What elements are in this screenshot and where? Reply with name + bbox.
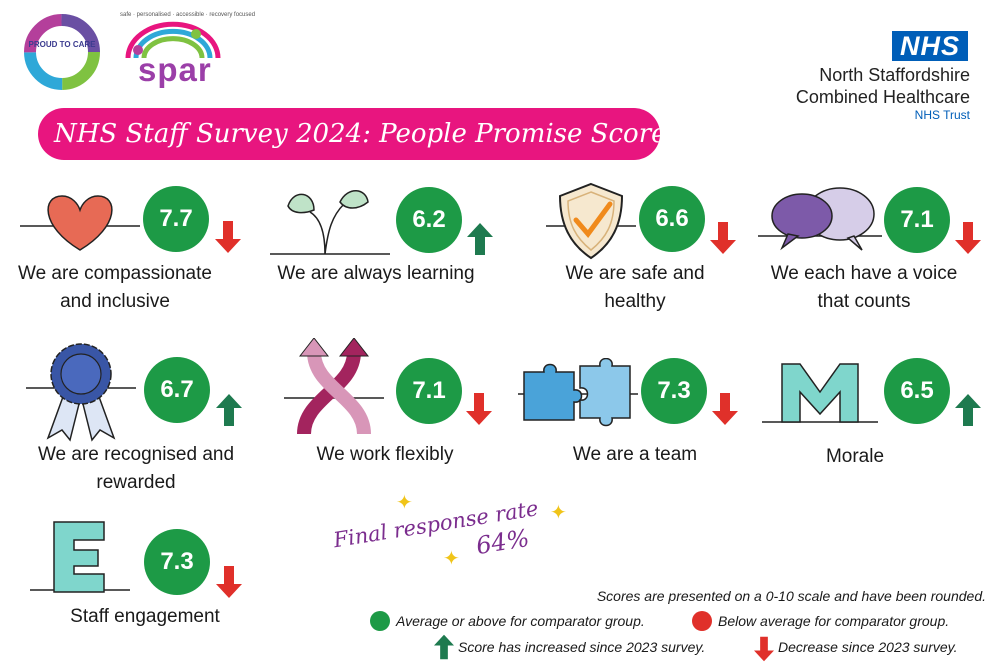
score-label: We are compassionate and inclusive [18, 263, 212, 312]
response-rate: Final response rate 64% [331, 488, 559, 592]
sparkle-icon: ✦ [550, 502, 567, 524]
score-badge: 6.6 [639, 186, 705, 252]
shield-check-icon [546, 182, 636, 260]
trust-name-line1: North Staffordshire [819, 65, 970, 85]
legend-up: Score has increased since 2023 survey. [458, 639, 706, 655]
down-arrow-icon [754, 636, 774, 662]
letter-m-icon [762, 363, 878, 423]
spar-word: spar [138, 51, 212, 88]
response-rate-value: 64% [474, 523, 532, 560]
puzzle-icon [518, 358, 638, 427]
score-label: We are safe and healthy [565, 263, 705, 312]
trust-name: North Staffordshire Combined Healthcare [796, 64, 970, 108]
down-arrow-icon [466, 393, 492, 425]
nhs-logo: NHS [892, 31, 968, 61]
score-badge: 6.5 [884, 358, 950, 424]
spar-logo: safe · personalised · accessible · recov… [110, 10, 256, 90]
green-dot-icon [370, 611, 390, 631]
score-label: Morale [825, 446, 885, 467]
score-badge: 7.3 [144, 529, 210, 595]
score-badge: 6.2 [396, 187, 462, 253]
speech-bubbles-icon [758, 187, 882, 251]
trust-name-line2: Combined Healthcare [795, 87, 970, 107]
page-title: NHS Staff Survey 2024: People Promise Sc… [38, 108, 660, 160]
proud-to-care-ring-icon [24, 14, 100, 90]
scale-note: Scores are presented on a 0-10 scale and… [596, 588, 986, 604]
down-arrow-icon [712, 393, 738, 425]
spar-tagline: safe · personalised · accessible · recov… [120, 12, 256, 18]
trust-subtitle: NHS Trust [914, 108, 970, 122]
up-arrow-icon [434, 634, 454, 660]
seedling-icon [270, 190, 390, 255]
down-arrow-icon [216, 566, 242, 598]
rosette-icon [26, 343, 136, 442]
score-badge: 7.1 [884, 187, 950, 253]
down-arrow-icon [215, 221, 241, 253]
down-arrow-icon [955, 222, 981, 254]
score-badge: 7.3 [641, 358, 707, 424]
score-badge: 7.7 [143, 186, 209, 252]
heart-icon [20, 195, 140, 251]
proud-to-care-logo: PROUD TO CARE [22, 12, 102, 92]
letter-e-icon [30, 521, 130, 593]
score-label: We work flexibly [316, 444, 454, 465]
legend-red: Below average for comparator group. [718, 613, 950, 629]
score-label: We each have a voice that counts [770, 263, 958, 312]
rainbow-arc-icon [125, 21, 221, 59]
proud-to-care-text: PROUD TO CARE [28, 40, 96, 49]
up-arrow-icon [955, 394, 981, 426]
red-dot-icon [692, 611, 712, 631]
legend-green: Average or above for comparator group. [396, 613, 645, 629]
up-arrow-icon [216, 394, 242, 426]
up-arrow-icon [467, 223, 493, 255]
sparkle-icon: ✦ [443, 548, 460, 570]
score-label: Staff engagement [70, 606, 220, 627]
crossed-arrows-icon [284, 338, 384, 435]
score-badge: 6.7 [144, 357, 210, 423]
down-arrow-icon [710, 222, 736, 254]
sparkle-icon: ✦ [396, 492, 413, 514]
score-label: We are a team [572, 444, 698, 465]
score-label: We are always learning [277, 263, 475, 284]
score-label: We are recognised and rewarded [37, 444, 235, 493]
legend-down: Decrease since 2023 survey. [778, 639, 958, 655]
score-badge: 7.1 [396, 358, 462, 424]
